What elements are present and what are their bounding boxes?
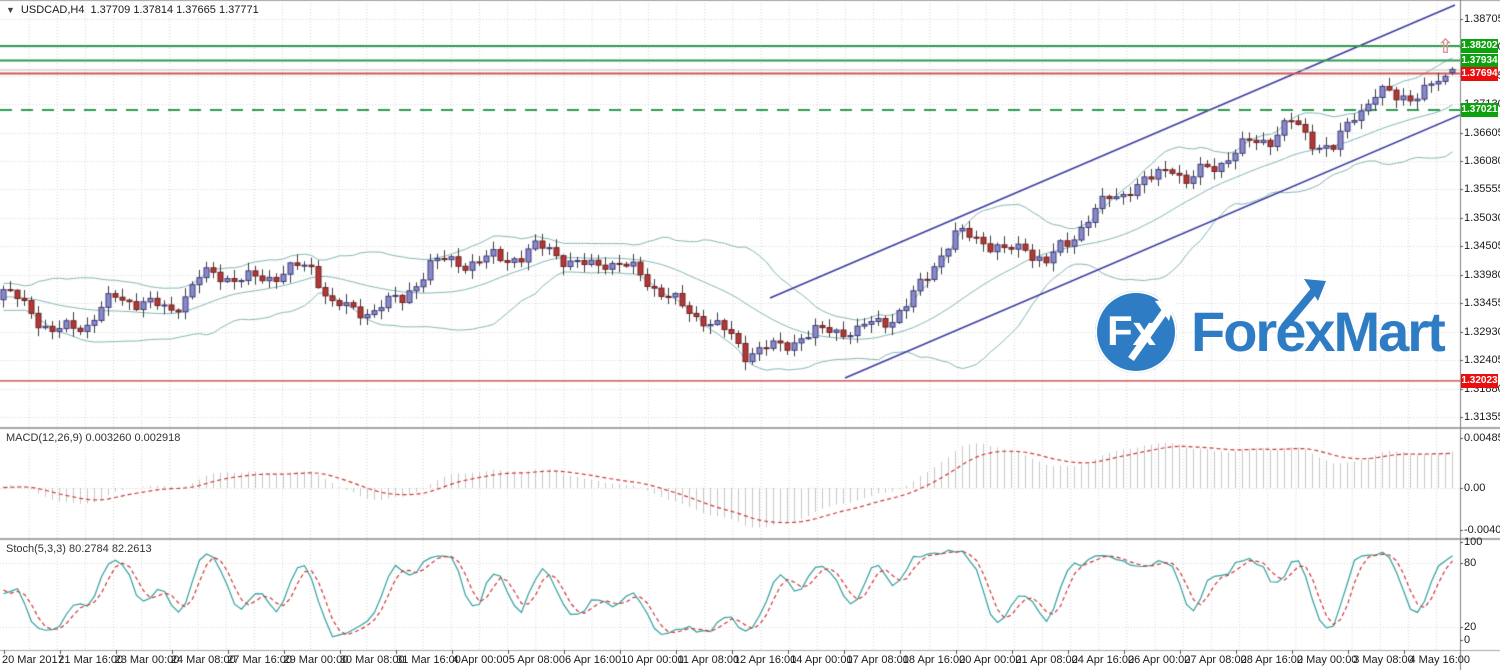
time-tick-label: 4 Apr 00:00: [452, 654, 509, 666]
macd-pane-label: MACD(12,26,9) 0.003260 0.002918: [6, 432, 180, 444]
macd-main-value: 0.003260: [85, 432, 132, 444]
time-tick-label: 5 Apr 08:00: [508, 654, 565, 666]
time-tick-label: 14 Apr 00:00: [790, 654, 853, 666]
time-tick-label: 2 May 00:00: [1296, 654, 1358, 666]
forexmart-logo: Fx ForexMart: [1095, 279, 1446, 373]
macd-signal-value: 0.002918: [134, 432, 181, 444]
price-tick-label: 1.38705: [1464, 12, 1500, 25]
price-tick-label: 1.33980: [1464, 268, 1500, 281]
price-level-badge: 1.37694: [1461, 66, 1498, 81]
stoch-signal-value: 82.2613: [111, 543, 152, 555]
time-tick-label: 24 Apr 16:00: [1071, 654, 1135, 666]
stoch-tick-label: 20: [1464, 621, 1477, 633]
logo-forex-text: Forex: [1191, 300, 1335, 363]
price-tick-label: 1.32405: [1464, 354, 1500, 367]
time-tick-label: 21 Mar 16:00: [58, 654, 124, 666]
price-tick-label: 1.35030: [1464, 211, 1500, 224]
time-tick-label: 12 Apr 16:00: [733, 654, 797, 666]
macd-tick-label: -0.004061: [1464, 524, 1500, 536]
macd-tick-label: 0.00: [1464, 482, 1486, 494]
stoch-tick-label: 80: [1464, 557, 1477, 569]
stoch-pane-label: Stoch(5,3,3) 80.2784 82.2613: [6, 543, 152, 555]
price-tick-label: 1.35555: [1464, 183, 1500, 196]
time-tick-label: 4 May 16:00: [1409, 654, 1471, 666]
time-tick-label: 21 Apr 08:00: [1015, 654, 1078, 666]
chart-header: ▼ USDCAD,H4 1.37709 1.37814 1.37665 1.37…: [6, 4, 259, 16]
logo-mart-arrow-icon: [1280, 279, 1326, 330]
logo-wordmark: ForexMart: [1191, 279, 1446, 373]
price-tick-label: 1.32930: [1464, 325, 1500, 338]
logo-circle: Fx: [1095, 291, 1177, 373]
price-tick-label: 1.34505: [1464, 240, 1500, 253]
stoch-tick-label: 0: [1464, 634, 1471, 646]
macd-tick-label: 0.004858: [1464, 432, 1500, 444]
price-tick-label: 1.31355: [1464, 411, 1500, 424]
time-tick-label: 6 Apr 16:00: [565, 654, 622, 666]
price-tick-label: 1.36605: [1464, 126, 1500, 139]
time-tick-label: 23 Mar 00:00: [114, 654, 180, 666]
time-tick-label: 27 Apr 08:00: [1184, 654, 1247, 666]
time-tick-label: 20 Mar 2017: [2, 654, 64, 666]
stoch-name-label: Stoch(5,3,3): [6, 543, 66, 555]
time-tick-label: 27 Mar 16:00: [227, 654, 293, 666]
macd-name-label: MACD(12,26,9): [6, 432, 83, 444]
time-tick-label: 3 May 08:00: [1353, 654, 1414, 666]
stoch-main-value: 80.2784: [68, 543, 109, 555]
time-tick-label: 10 Apr 00:00: [621, 654, 684, 666]
symbol-timeframe-label: USDCAD,H4: [20, 4, 85, 16]
stoch-tick-label: 100: [1464, 536, 1483, 548]
up-arrow-marker-icon[interactable]: ⇧: [1437, 36, 1454, 58]
time-tick-label: 28 Apr 16:00: [1240, 654, 1303, 666]
time-tick-label: 26 Apr 00:00: [1128, 654, 1191, 666]
price-level-badge: 1.37021: [1461, 103, 1498, 118]
time-tick-label: 17 Apr 08:00: [846, 654, 909, 666]
logo-arrow-icon: [1128, 299, 1175, 362]
ohlc-values-label: 1.37709 1.37814 1.37665 1.37771: [90, 4, 259, 16]
time-tick-label: 31 Mar 16:00: [396, 654, 461, 666]
time-tick-label: 29 Mar 00:00: [283, 654, 349, 666]
time-tick-label: 18 Apr 16:00: [902, 654, 966, 666]
price-level-badge: 1.37934: [1461, 53, 1498, 68]
price-tick-label: 1.36080: [1464, 155, 1500, 168]
time-tick-label: 24 Mar 08:00: [170, 654, 236, 666]
time-tick-label: 20 Apr 00:00: [959, 654, 1022, 666]
time-tick-label: 11 Apr 08:00: [677, 654, 740, 666]
logo-mart-text: Mart: [1333, 300, 1446, 363]
price-level-badge: 1.38202: [1461, 39, 1498, 54]
time-tick-label: 30 Mar 08:00: [339, 654, 405, 666]
price-tick-label: 1.33455: [1464, 297, 1500, 310]
price-level-badge: 1.32023: [1461, 373, 1498, 388]
collapse-triangle-icon[interactable]: ▼: [6, 5, 15, 15]
